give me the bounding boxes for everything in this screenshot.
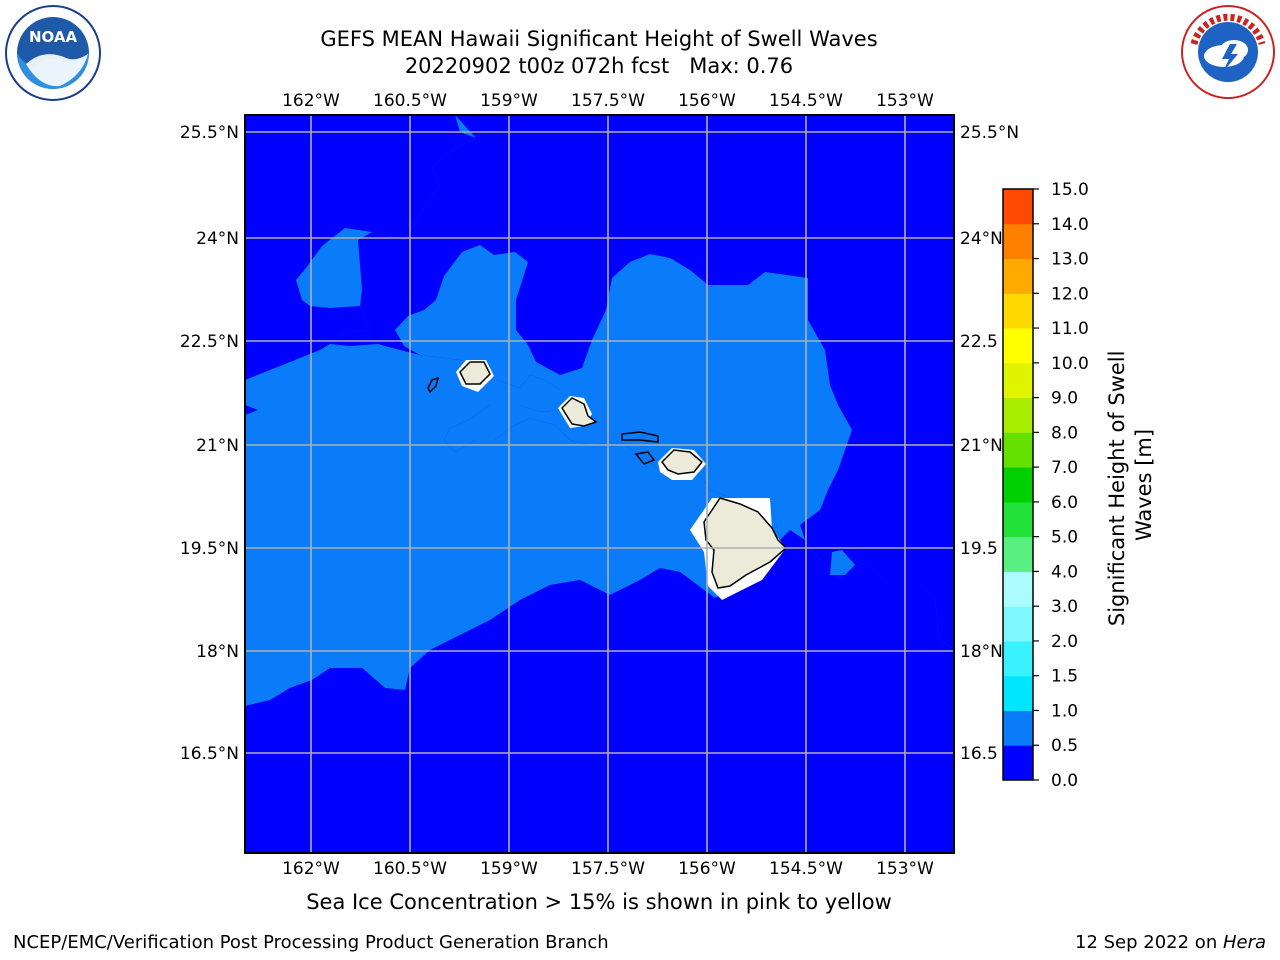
lon-label: 153°W: [876, 859, 934, 879]
colorbar-tick-label: 11.0: [1051, 319, 1089, 339]
colorbar-tick-label: 0.0: [1051, 771, 1078, 791]
colorbar-segment: [1003, 640, 1033, 677]
lon-label: 154.5°W: [769, 859, 843, 879]
colorbar-segment: [1003, 745, 1033, 781]
colorbar-tick-label: 1.0: [1051, 701, 1078, 721]
footer-date-text: 12 Sep 2022 on: [1075, 932, 1223, 953]
lat-label: 16.5: [960, 744, 998, 764]
colorbar-segment: [1003, 501, 1033, 538]
lon-label: 160.5°W: [373, 859, 447, 879]
lat-label: 25.5°N: [180, 123, 239, 143]
swell-band-0-to-0-5-north: [245, 115, 476, 340]
island-oahu: [561, 397, 598, 427]
colorbar-segment: [1003, 710, 1033, 746]
map-plot-area: [245, 115, 954, 853]
colorbar-tick-label: 0.5: [1051, 736, 1078, 756]
colorbar-segment: [1003, 675, 1033, 711]
colorbar-tick-label: 10.0: [1051, 354, 1089, 374]
colorbar-frame: [1002, 188, 1034, 781]
colorbar-segment: [1003, 397, 1033, 433]
island-niihau: [427, 376, 440, 394]
sea-ice-footnote: Sea Ice Concentration > 15% is shown in …: [306, 890, 892, 914]
colorbar-tick-label: 14.0: [1051, 215, 1089, 235]
noaa-logo-icon: NOAA: [5, 5, 101, 101]
footer-date: 12 Sep 2022 on Hera: [1075, 932, 1266, 953]
title-line-2: 20220902 t00z 072h fcst Max: 0.76: [404, 54, 794, 78]
lon-label: 159°W: [480, 859, 538, 879]
colorbar-segment: [1003, 571, 1033, 607]
swell-band-0-to-0-5-south: [245, 530, 954, 853]
lat-label: 21°N: [196, 436, 239, 456]
lat-label: 22.5°N: [180, 332, 239, 352]
colorbar-tick-label: 2.0: [1051, 632, 1078, 652]
lat-labels-right: 25.5°N 24°N 22.5 21°N 19.5 18°N 16.5: [960, 123, 1019, 764]
colorbar-tick-label: 5.0: [1051, 528, 1078, 548]
lon-label: 157.5°W: [571, 91, 645, 111]
colorbar-label-line-1: Significant Height of Swell: [1105, 351, 1129, 627]
colorbar-segment: [1003, 362, 1033, 399]
colorbar-tick-label: 13.0: [1051, 250, 1089, 270]
colorbar-segment: [1003, 223, 1033, 260]
colorbar-segment: [1003, 467, 1033, 503]
colorbar-segment: [1003, 606, 1033, 642]
lon-label: 157.5°W: [571, 859, 645, 879]
lat-label: 19.5°N: [180, 539, 239, 559]
title-line-1: GEFS MEAN Hawaii Significant Height of S…: [320, 27, 878, 51]
island-big-island: [703, 497, 788, 589]
colorbar-tick-label: 7.0: [1051, 458, 1078, 478]
colorbar-label: Significant Height of Swell Waves [m]: [1105, 344, 1156, 626]
colorbar-segment: [1003, 293, 1033, 329]
colorbar-segment: [1003, 432, 1033, 468]
colorbar-label-line-2: Waves [m]: [1132, 429, 1156, 541]
island-molokai: [621, 431, 659, 443]
lat-label: 18°N: [196, 642, 239, 662]
colorbar-tick-label: 9.0: [1051, 389, 1078, 409]
colorbar-tick-label: 1.5: [1051, 667, 1078, 687]
colorbar-segment: [1003, 189, 1033, 225]
colorbar-tick-label: 3.0: [1051, 597, 1078, 617]
colorbar-tick-label: 6.0: [1051, 493, 1078, 513]
lat-label: 16.5°N: [180, 744, 239, 764]
map-frame: [244, 114, 955, 854]
lon-labels-top: 162°W 160.5°W 159°W 157.5°W 156°W 154.5°…: [282, 91, 934, 111]
swell-band-0-5-to-1-0-west: [245, 344, 780, 706]
lat-label: 18°N: [960, 642, 1003, 662]
map-title: GEFS MEAN Hawaii Significant Height of S…: [249, 26, 949, 80]
lat-label: 21°N: [960, 436, 1003, 456]
lon-label: 162°W: [282, 859, 340, 879]
colorbar-tick-label: 15.0: [1051, 180, 1089, 200]
lon-label: 156°W: [678, 859, 736, 879]
lat-label: 24°N: [196, 229, 239, 249]
map-graticule: [245, 115, 954, 853]
colorbar-tick-label: 12.0: [1051, 284, 1089, 304]
colorbar-segment: [1003, 328, 1033, 364]
lon-label: 154.5°W: [769, 91, 843, 111]
lon-label: 159°W: [480, 91, 538, 111]
lon-label: 162°W: [282, 91, 340, 111]
lon-label: 156°W: [678, 91, 736, 111]
lat-label: 19.5: [960, 539, 998, 559]
lon-labels-bottom: 162°W 160.5°W 159°W 157.5°W 156°W 154.5°…: [282, 859, 934, 879]
lon-label: 160.5°W: [373, 91, 447, 111]
colorbar-segment: [1003, 536, 1033, 572]
footer-producer: NCEP/EMC/Verification Post Processing Pr…: [13, 932, 609, 953]
colorbar-tick-label: 4.0: [1051, 562, 1078, 582]
swell-band-0-5-to-1-0-patch: [830, 550, 855, 575]
noaa-logo-text: NOAA: [29, 28, 78, 46]
lat-label: 25.5°N: [960, 123, 1019, 143]
colorbar: 0.0 0.5 1.0 1.5 2.0 3.0 4.0 5.0 6.0 7.0 8.0 9.0 10.0…: [1002, 180, 1089, 791]
lat-label: 24°N: [960, 229, 1003, 249]
lon-label: 153°W: [876, 91, 934, 111]
colorbar-tick-label: 8.0: [1051, 423, 1078, 443]
footer-host: Hera: [1222, 932, 1266, 953]
national-weather-service-logo-icon: [1181, 5, 1275, 99]
lat-labels-left: 25.5°N 24°N 22.5°N 21°N 19.5°N 18°N 16.5…: [180, 123, 239, 764]
colorbar-segment: [1003, 258, 1033, 294]
island-lanai: [634, 451, 656, 465]
island-maui: [661, 449, 704, 475]
island-kauai: [459, 361, 491, 385]
lat-label: 22.5: [960, 332, 998, 352]
